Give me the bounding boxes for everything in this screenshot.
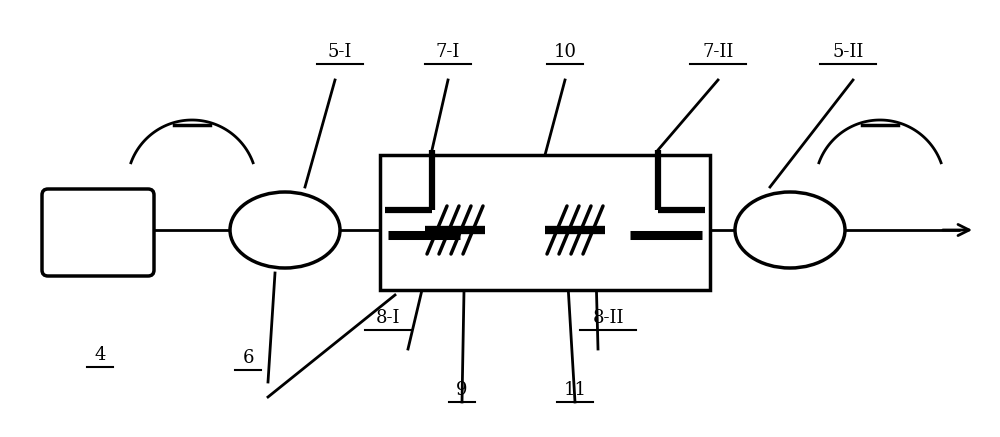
Text: 7-II: 7-II — [702, 43, 734, 61]
Text: 8-II: 8-II — [592, 309, 624, 327]
Text: 8-I: 8-I — [376, 309, 400, 327]
FancyBboxPatch shape — [42, 189, 154, 276]
Text: 9: 9 — [456, 381, 468, 399]
Text: 11: 11 — [564, 381, 586, 399]
Text: 6: 6 — [242, 349, 254, 367]
Text: 4: 4 — [94, 346, 106, 364]
Text: 7-I: 7-I — [436, 43, 460, 61]
Text: 5-I: 5-I — [328, 43, 352, 61]
Text: 5-II: 5-II — [832, 43, 864, 61]
Ellipse shape — [230, 192, 340, 268]
Text: 10: 10 — [554, 43, 576, 61]
Ellipse shape — [735, 192, 845, 268]
FancyBboxPatch shape — [380, 155, 710, 290]
